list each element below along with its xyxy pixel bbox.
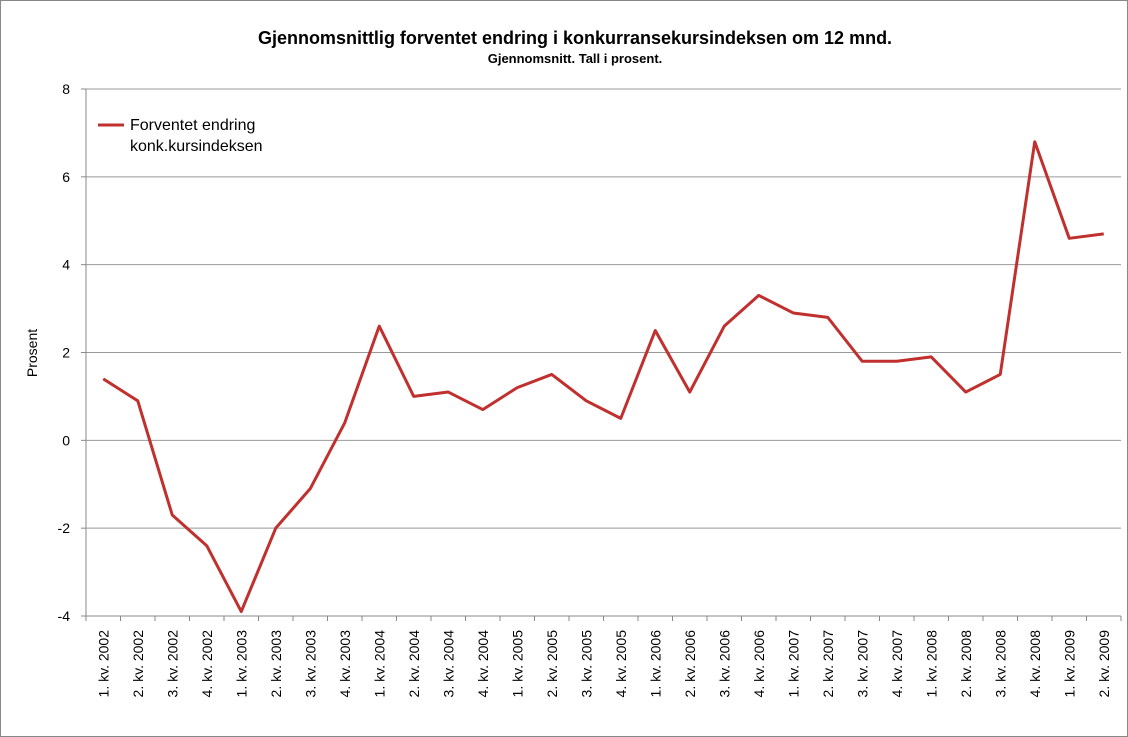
x-tick-label: 4. kv. 2004 xyxy=(475,630,491,698)
y-tick-label: 4 xyxy=(62,257,70,273)
legend-label: Forventet endring konk.kursindeksen xyxy=(130,117,263,155)
x-tick-label: 1. kv. 2004 xyxy=(371,630,387,698)
x-tick-label: 1. kv. 2009 xyxy=(1061,630,1077,698)
x-tick-label: 2. kv. 2002 xyxy=(130,630,146,698)
x-tick-label: 3. kv. 2002 xyxy=(164,630,180,698)
x-tick-label: 2. kv. 2004 xyxy=(406,630,422,698)
x-tick-label: 4. kv. 2002 xyxy=(199,630,215,698)
x-tick-label: 1. kv. 2005 xyxy=(509,630,525,698)
y-tick-label: 6 xyxy=(62,169,70,185)
x-tick-label: 3. kv. 2008 xyxy=(992,630,1008,698)
x-tick-label: 2. kv. 2007 xyxy=(820,630,836,698)
x-tick-label: 3. kv. 2004 xyxy=(440,630,456,698)
y-tick-label: 0 xyxy=(62,432,70,448)
x-tick-label: 2. kv. 2009 xyxy=(1096,630,1112,698)
x-tick-label: 4. kv. 2007 xyxy=(889,630,905,698)
x-tick-label: 2. kv. 2008 xyxy=(958,630,974,698)
y-tick-label: 2 xyxy=(62,345,70,361)
y-tick-label: 8 xyxy=(62,81,70,97)
x-tick-label: 3. kv. 2006 xyxy=(716,630,732,698)
x-tick-label: 3. kv. 2005 xyxy=(578,630,594,698)
chart-title: Gjennomsnittlig forventet endring i konk… xyxy=(258,28,892,48)
x-tick-label: 1. kv. 2003 xyxy=(233,630,249,698)
x-tick-label: 4. kv. 2008 xyxy=(1027,630,1043,698)
series-line xyxy=(102,140,1104,614)
x-tick-label: 4. kv. 2005 xyxy=(613,630,629,698)
x-tick-label: 1. kv. 2006 xyxy=(647,630,663,698)
x-tick-label: 4. kv. 2003 xyxy=(337,630,353,698)
x-tick-label: 3. kv. 2007 xyxy=(854,630,870,698)
x-tick-label: 1. kv. 2007 xyxy=(785,630,801,698)
x-tick-label: 1. kv. 2002 xyxy=(95,630,111,698)
y-tick-label: -4 xyxy=(58,608,71,624)
x-tick-label: 3. kv. 2003 xyxy=(302,630,318,698)
x-tick-label: 4. kv. 2006 xyxy=(751,630,767,698)
y-tick-label: -2 xyxy=(58,520,71,536)
x-tick-label: 2. kv. 2005 xyxy=(544,630,560,698)
chart-subtitle: Gjennomsnitt. Tall i prosent. xyxy=(488,51,663,66)
y-axis-label: Prosent xyxy=(24,329,40,377)
x-tick-label: 1. kv. 2008 xyxy=(923,630,939,698)
x-tick-label: 2. kv. 2006 xyxy=(682,630,698,698)
x-tick-label: 2. kv. 2003 xyxy=(268,630,284,698)
